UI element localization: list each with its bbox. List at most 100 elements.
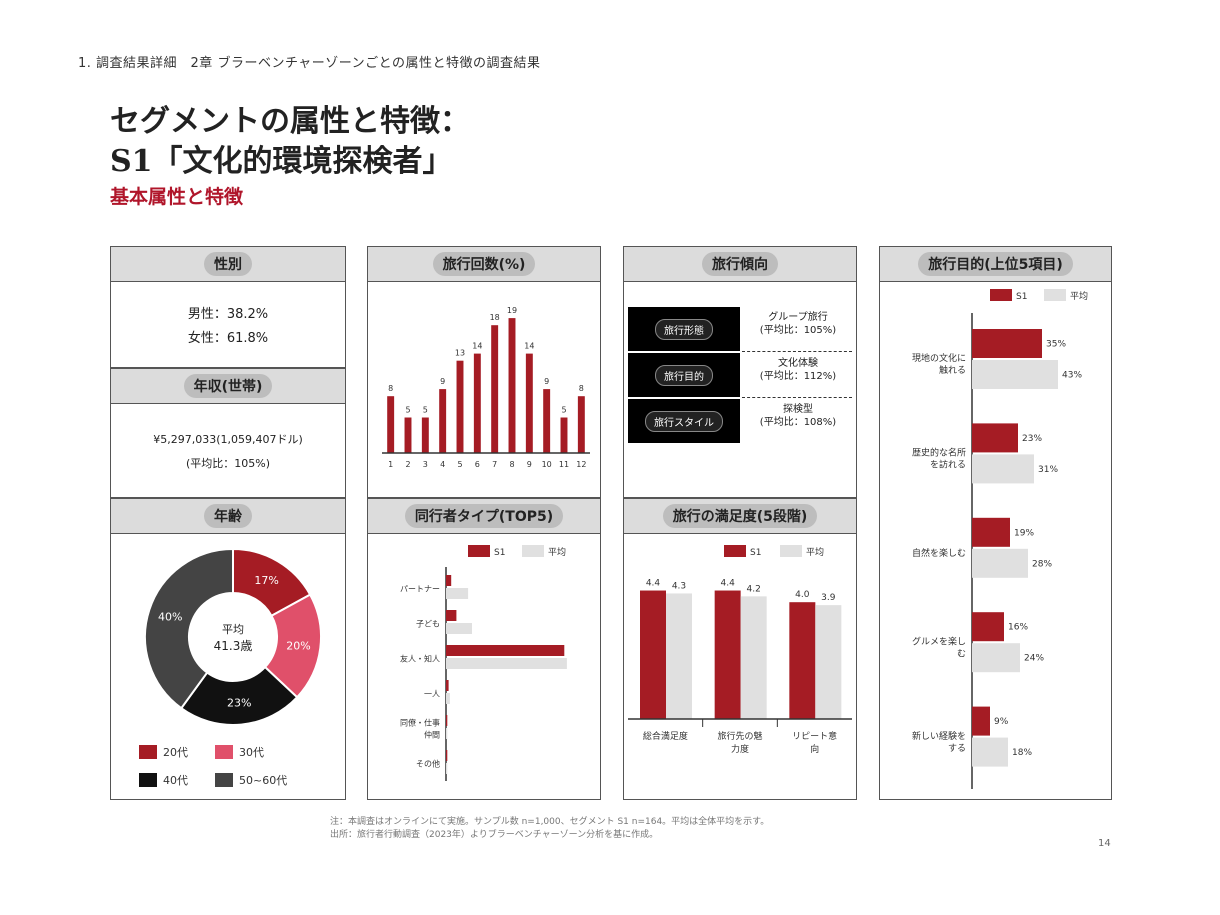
- comp-svg-category-label-2: 子ども: [416, 620, 440, 629]
- sat-category-label-3-2: 向: [810, 743, 819, 755]
- comp-svg-legend-label-1: S1: [494, 548, 505, 558]
- age-slice-4: [144, 547, 234, 710]
- trend-panel: 旅行傾向 旅行形態 旅行目的 旅行スタイル グループ旅行 (平均比：105%) 文…: [623, 246, 857, 498]
- comp-svg-category-label-5-2: 仲間: [424, 730, 440, 740]
- comp-svg-bar-3-S1: [446, 645, 565, 656]
- breadcrumb: 1. 調査結果詳細 2章 ブラーベンチャーゾーンごとの属性と特徴の調査結果: [78, 56, 541, 71]
- purp-svg-legend-swatch-1: [990, 289, 1012, 301]
- sat-category-label-2-2: 力度: [731, 743, 749, 755]
- trips-x-tick-9: 9: [527, 460, 532, 469]
- purp-svg-bar-4-S1: [972, 612, 1004, 642]
- comp-svg-bar-5-平均: [446, 728, 448, 739]
- age-donut-chart: 17% 20% 23% 40% 平均 41.3歳 20代 30代 40代 50~60代: [139, 547, 322, 787]
- trend-divider-1: [742, 351, 852, 352]
- purp-svg-bar-label-5-平均: 18%: [1012, 748, 1032, 758]
- purp-svg-bar-3-S1: [972, 517, 1010, 547]
- comp-svg-bar-3-平均: [446, 658, 567, 669]
- gender-panel: 性別 男性：38.2% 女性：61.8%: [110, 246, 346, 368]
- trips-x-tick-10: 10: [542, 460, 552, 469]
- trend-value-3: 探検型 (平均比：108%): [759, 404, 837, 428]
- purp-svg-bar-1-S1: [972, 329, 1042, 358]
- purp-svg-bar-4-平均: [972, 643, 1020, 673]
- trips-bar-label-7: 18: [490, 313, 500, 322]
- comp-svg-category-label-3: 友人・知人: [400, 654, 440, 664]
- companion-header: 同行者タイプ(TOP5): [368, 499, 600, 534]
- sat-bar-label-2-S1: 4.4: [721, 579, 736, 589]
- age-center-label: 平均: [222, 623, 244, 636]
- purp-svg-bar-label-1-平均: 43%: [1062, 371, 1082, 381]
- income-title: 年収(世帯): [183, 374, 273, 398]
- sat-bar-label-3-平均: 3.9: [821, 593, 836, 603]
- page-title-line1: セグメントの属性と特徴：: [110, 104, 470, 139]
- trips-bar-label-11: 5: [561, 406, 566, 415]
- trips-bar-1: [387, 396, 395, 453]
- trips-bar-label-8: 19: [507, 306, 517, 315]
- age-slice-label-1: 17%: [254, 574, 278, 587]
- trips-bar-label-5: 13: [455, 349, 465, 358]
- comp-svg-category-label-6: その他: [416, 759, 440, 769]
- age-panel: 年齢 17% 20% 23% 40% 平均 41.3歳 20代 30代 40代 50~60代: [110, 498, 346, 800]
- page-number: 14: [1098, 838, 1111, 849]
- income-panel: 年収(世帯) ¥5,297,033(1,059,407ドル) (平均比：105%…: [110, 368, 346, 498]
- comp-svg-bar-6-平均: [446, 763, 448, 774]
- age-legend-swatch-4: [215, 773, 233, 787]
- trips-bar-label-2: 5: [405, 406, 410, 415]
- footnote: 注：本調査はオンラインにて実施。サンプル数 n=1,000、セグメント S1 n…: [330, 816, 769, 842]
- trips-x-tick-3: 3: [423, 460, 428, 469]
- footnote-1: 注：本調査はオンラインにて実施。サンプル数 n=1,000、セグメント S1 n…: [330, 817, 770, 827]
- trips-bar-chart: 8 1 5 2 5 3 9 4 13 5 14 6 18 7 19 8 14 9 9 10 5 11 8 12: [382, 306, 590, 469]
- comp-svg-bar-1-S1: [446, 575, 452, 586]
- age-legend-label-3: 40代: [163, 774, 188, 787]
- purpose-header: 旅行目的(上位5項目): [880, 247, 1111, 282]
- comp-svg-category-label-4: 一人: [424, 690, 440, 699]
- trips-bar-label-1: 8: [388, 384, 393, 393]
- trips-bar-5: [456, 360, 464, 453]
- purp-svg-bar-5-S1: [972, 706, 990, 736]
- age-title: 年齢: [204, 504, 252, 528]
- sat-bar-label-1-平均: 4.3: [672, 581, 686, 591]
- comp-svg-category-label-5-1: 同僚・仕事: [400, 718, 440, 728]
- trips-bar-label-3: 5: [423, 406, 428, 415]
- comp-svg-bar-1-平均: [446, 588, 469, 599]
- sat-bar-1-平均: [666, 593, 692, 719]
- trips-x-tick-1: 1: [388, 460, 393, 469]
- purp-svg-bar-label-2-平均: 31%: [1038, 465, 1058, 475]
- trips-x-tick-4: 4: [440, 460, 445, 469]
- purp-svg-bar-label-4-平均: 24%: [1024, 654, 1044, 664]
- sat-bar-2-S1: [714, 590, 741, 719]
- trend-label-3: 旅行スタイル: [628, 399, 740, 443]
- trips-bar-10: [543, 389, 551, 453]
- purp-svg-bar-label-1-S1: 35%: [1046, 340, 1066, 350]
- trend-title: 旅行傾向: [702, 252, 778, 276]
- trips-bar-6: [473, 353, 481, 453]
- comp-svg-bar-4-S1: [446, 680, 449, 691]
- trips-panel: 旅行回数(%) 8 1 5 2 5 3 9 4 13 5 14 6 18 7 19 8 14 9 9 10 5 11 8 12: [367, 246, 601, 498]
- purp-svg-bar-5-平均: [972, 737, 1008, 767]
- sat-bar-label-3-S1: 4.0: [795, 590, 810, 600]
- sat-bar-2-平均: [740, 596, 767, 719]
- age-center-value: 41.3歳: [214, 639, 253, 653]
- age-legend-swatch-3: [139, 773, 157, 787]
- trend-label-1: 旅行形態: [628, 307, 740, 351]
- comp-svg-category-label-1: パートナー: [400, 585, 440, 594]
- comp-svg-legend-swatch-2: [522, 545, 544, 557]
- age-slice-label-3: 23%: [227, 697, 251, 710]
- gender-header: 性別: [111, 247, 345, 282]
- trips-bar-11: [560, 417, 568, 453]
- page-title-line2: S1「文化的環境探検者」: [110, 144, 453, 179]
- trips-bar-label-12: 8: [579, 384, 584, 393]
- comp-svg-legend-swatch-1: [468, 545, 490, 557]
- trips-x-tick-2: 2: [405, 460, 410, 469]
- purp-svg-category-label-3: 自然を楽しむ: [912, 547, 966, 559]
- comp-svg-legend-label-2: 平均: [548, 546, 566, 558]
- purp-svg-legend-label-2: 平均: [1070, 290, 1088, 302]
- age-legend-swatch-1: [139, 745, 157, 759]
- trips-x-tick-8: 8: [509, 460, 514, 469]
- purp-svg-category-label-5-2: する: [948, 743, 966, 754]
- trips-x-tick-7: 7: [492, 460, 497, 469]
- sat-category-label-2-1: 旅行先の魅: [717, 730, 762, 742]
- companion-title: 同行者タイプ(TOP5): [404, 504, 564, 528]
- page-subtitle: 基本属性と特徴: [110, 186, 244, 208]
